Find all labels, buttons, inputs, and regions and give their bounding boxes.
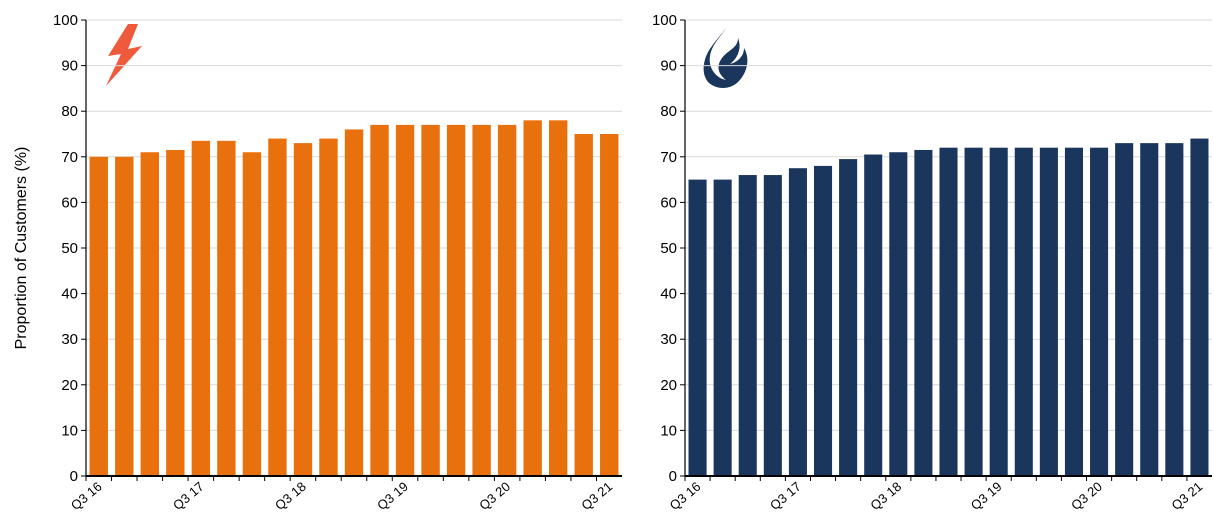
bar-q3-18 bbox=[293, 143, 313, 476]
y-tick-label: 70 bbox=[660, 149, 677, 166]
bar-q3-19 bbox=[989, 147, 1008, 476]
y-tick-label: 30 bbox=[660, 331, 677, 348]
bar-q4-18 bbox=[319, 138, 338, 476]
y-tick-label: 20 bbox=[660, 377, 677, 394]
y-tick-label: 40 bbox=[61, 286, 78, 303]
bar-q3-16 bbox=[89, 156, 108, 477]
gas-flame-icon bbox=[703, 28, 748, 88]
x-tick-label: Q3 21 bbox=[1169, 479, 1206, 513]
y-tick-label: 0 bbox=[70, 468, 78, 485]
y-tick-label: 70 bbox=[61, 149, 78, 166]
bar-q4-20 bbox=[1115, 143, 1134, 476]
bar-q3-21 bbox=[600, 134, 619, 476]
y-tick-label: 30 bbox=[61, 331, 78, 348]
lightning-bolt-shape bbox=[106, 24, 142, 86]
bar-q1-21 bbox=[1140, 143, 1159, 476]
bar-q1-17 bbox=[140, 152, 159, 477]
bar-q2-17 bbox=[166, 149, 185, 476]
x-tick-label: Q3 17 bbox=[767, 479, 804, 513]
x-tick-label: Q3 18 bbox=[272, 479, 309, 513]
bar-q2-18 bbox=[864, 154, 883, 476]
y-tick-label: 50 bbox=[660, 240, 677, 257]
bar-q3-18 bbox=[889, 152, 908, 477]
bar-q4-16 bbox=[713, 179, 732, 476]
bar-q1-19 bbox=[939, 147, 958, 476]
bar-q2-21 bbox=[1165, 143, 1184, 476]
y-axis-title: Proportion of Customers (%) bbox=[13, 147, 30, 350]
y-tick-label: 60 bbox=[61, 194, 78, 211]
electricity-chart-panel: Proportion of Customers (%) 0 10 20 30 40 50 6… bbox=[13, 12, 622, 513]
bar-q1-19 bbox=[344, 129, 364, 476]
bar-q4-16 bbox=[115, 156, 134, 477]
x-tick-label: Q3 21 bbox=[578, 479, 615, 513]
y-tick-label: 40 bbox=[660, 286, 677, 303]
bar-q2-20 bbox=[1064, 147, 1084, 476]
y-tick-label: 80 bbox=[660, 103, 677, 120]
bar-q1-20 bbox=[446, 124, 466, 476]
bar-q3-17 bbox=[788, 168, 807, 476]
x-tick-label: Q3 20 bbox=[476, 479, 513, 513]
bar-q4-18 bbox=[914, 149, 933, 476]
y-tick-label: 90 bbox=[660, 58, 677, 75]
x-tick-label: Q3 20 bbox=[1068, 479, 1105, 513]
bar-q3-21 bbox=[1190, 138, 1209, 476]
y-tick-label: 100 bbox=[53, 12, 78, 29]
x-tick-label: Q3 19 bbox=[968, 479, 1005, 513]
bar-q3-17 bbox=[191, 140, 211, 476]
bar-q2-20 bbox=[472, 124, 491, 476]
bar-q4-17 bbox=[813, 165, 833, 477]
x-tick-label: Q3 19 bbox=[374, 479, 411, 513]
bar-q4-17 bbox=[217, 140, 236, 476]
y-tick-label: 60 bbox=[660, 194, 677, 211]
bar-q1-17 bbox=[738, 175, 757, 477]
y-tick-label: 100 bbox=[652, 12, 677, 29]
bar-q2-21 bbox=[574, 134, 593, 476]
bar-q3-19 bbox=[395, 124, 415, 476]
y-tick-label: 80 bbox=[61, 103, 78, 120]
y-tick-label: 50 bbox=[61, 240, 78, 257]
x-tick-label: Q3 18 bbox=[867, 479, 904, 513]
gas-flame-shape bbox=[703, 28, 748, 88]
y-tick-label: 90 bbox=[61, 58, 78, 75]
bar-q4-19 bbox=[1014, 147, 1033, 476]
bar-q2-17 bbox=[763, 175, 782, 477]
bar-q1-18 bbox=[242, 152, 262, 477]
y-tick-label: 0 bbox=[669, 468, 677, 485]
bar-q4-20 bbox=[523, 120, 542, 476]
bar-q2-19 bbox=[964, 147, 983, 476]
bar-q2-18 bbox=[268, 138, 287, 476]
y-tick-label: 10 bbox=[660, 422, 677, 439]
y-tick-label: 10 bbox=[61, 422, 78, 439]
bar-q3-16 bbox=[688, 179, 707, 476]
lightning-bolt-icon bbox=[106, 24, 142, 86]
bar-q2-19 bbox=[370, 124, 389, 476]
bar-q3-20 bbox=[1090, 147, 1109, 476]
y-tick-label: 20 bbox=[61, 377, 78, 394]
bar-q4-19 bbox=[421, 124, 440, 476]
bar-q1-21 bbox=[549, 120, 568, 476]
bar-q1-18 bbox=[839, 159, 858, 476]
x-tick-label: Q3 17 bbox=[170, 479, 207, 513]
bar-q3-20 bbox=[497, 124, 517, 476]
bar-q1-20 bbox=[1039, 147, 1058, 476]
